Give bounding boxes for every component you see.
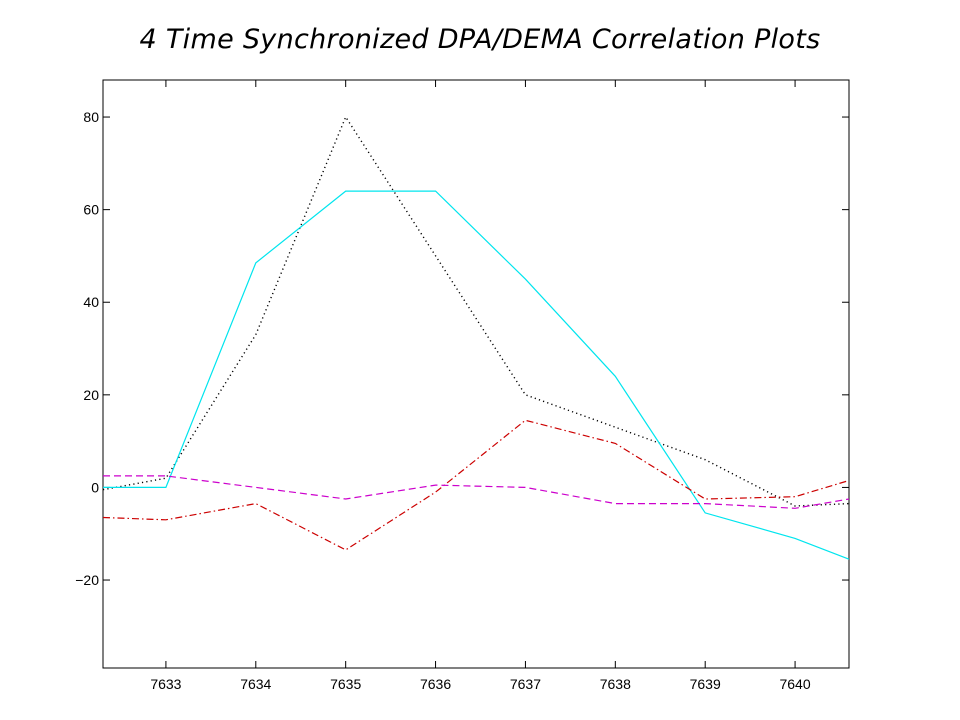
series-layer <box>102 115 850 560</box>
y-tick-label: −20 <box>75 572 99 588</box>
y-tick-label: 60 <box>83 202 99 218</box>
x-tick-label: 7634 <box>240 676 271 692</box>
y-tick-label: 80 <box>83 109 99 125</box>
series-line-2-solid <box>103 190 850 560</box>
chart-title: 4 Time Synchronized DPA/DEMA Correlation… <box>139 24 821 55</box>
x-tick-label: 7633 <box>150 676 181 692</box>
x-tick-label: 7636 <box>420 676 451 692</box>
x-tick-label: 7639 <box>690 676 721 692</box>
y-tick-label: 40 <box>83 294 99 310</box>
series-line-3-dash-dot <box>102 419 850 551</box>
x-tick-label: 7635 <box>330 676 361 692</box>
x-tick-label: 7638 <box>600 676 631 692</box>
axis-ticks: 7633 7634 7635 7636 7637 7638 7639 7640 −20 0 20 40… <box>75 80 849 692</box>
series-line-4-dashed <box>103 475 850 509</box>
y-tick-label: 20 <box>83 387 99 403</box>
series-line-1-dotted <box>102 115 850 507</box>
x-tick-label: 7640 <box>779 676 810 692</box>
plot-area-frame <box>102 79 850 669</box>
x-tick-label: 7637 <box>510 676 541 692</box>
y-tick-label: 0 <box>91 479 99 495</box>
